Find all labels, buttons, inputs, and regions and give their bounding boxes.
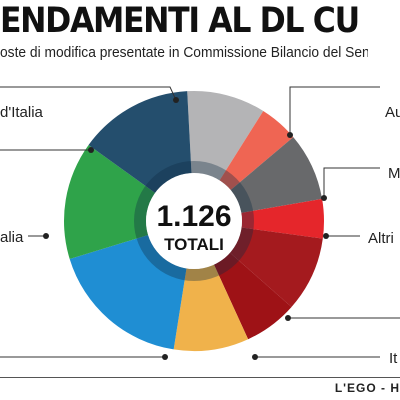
donut-slice (230, 227, 323, 307)
footer-source: L'EGO - H (334, 381, 400, 395)
donut-slice (241, 198, 324, 239)
center-total-value: 1.126 (156, 200, 231, 233)
leader-dot (43, 233, 49, 239)
donut-slice (88, 91, 192, 193)
leader-dot (173, 97, 179, 103)
slice-label: It (389, 350, 398, 367)
slice-label-group: Au M Altri It alia d'Italia (0, 104, 400, 367)
leader-dot (323, 233, 329, 239)
leader-dot (321, 195, 327, 201)
chart-subtitle: oste di modifica presentate in Commissio… (0, 44, 368, 61)
donut-slice (64, 144, 156, 260)
footer-bar: L'EGO - H (0, 377, 400, 400)
leader-line (0, 86, 177, 101)
slice-label: Altri (368, 230, 394, 247)
leader-line (323, 167, 380, 198)
donut-slice (230, 137, 323, 213)
donut-slice (213, 252, 292, 340)
donut-slice (173, 264, 249, 351)
donut-slice (69, 235, 187, 350)
leader-line-group (0, 86, 400, 360)
slice-group (64, 91, 324, 351)
slice-label: Au (385, 104, 400, 121)
leader-dot (162, 354, 168, 360)
slice-label: d'Italia (0, 104, 44, 121)
leader-dot (285, 315, 291, 321)
leader-line (289, 86, 380, 135)
donut-slice (219, 110, 294, 191)
center-total-label: TOTALI (164, 235, 224, 254)
leader-dot (287, 132, 293, 138)
donut-slice (187, 91, 264, 181)
leader-dot (88, 147, 94, 153)
slice-label: alia (0, 229, 24, 246)
chart-title: ENDAMENTI AL DL CURA ITALI (0, 2, 360, 40)
leader-dot (252, 354, 258, 360)
slice-label: M (388, 165, 400, 182)
center-circle (146, 173, 242, 269)
